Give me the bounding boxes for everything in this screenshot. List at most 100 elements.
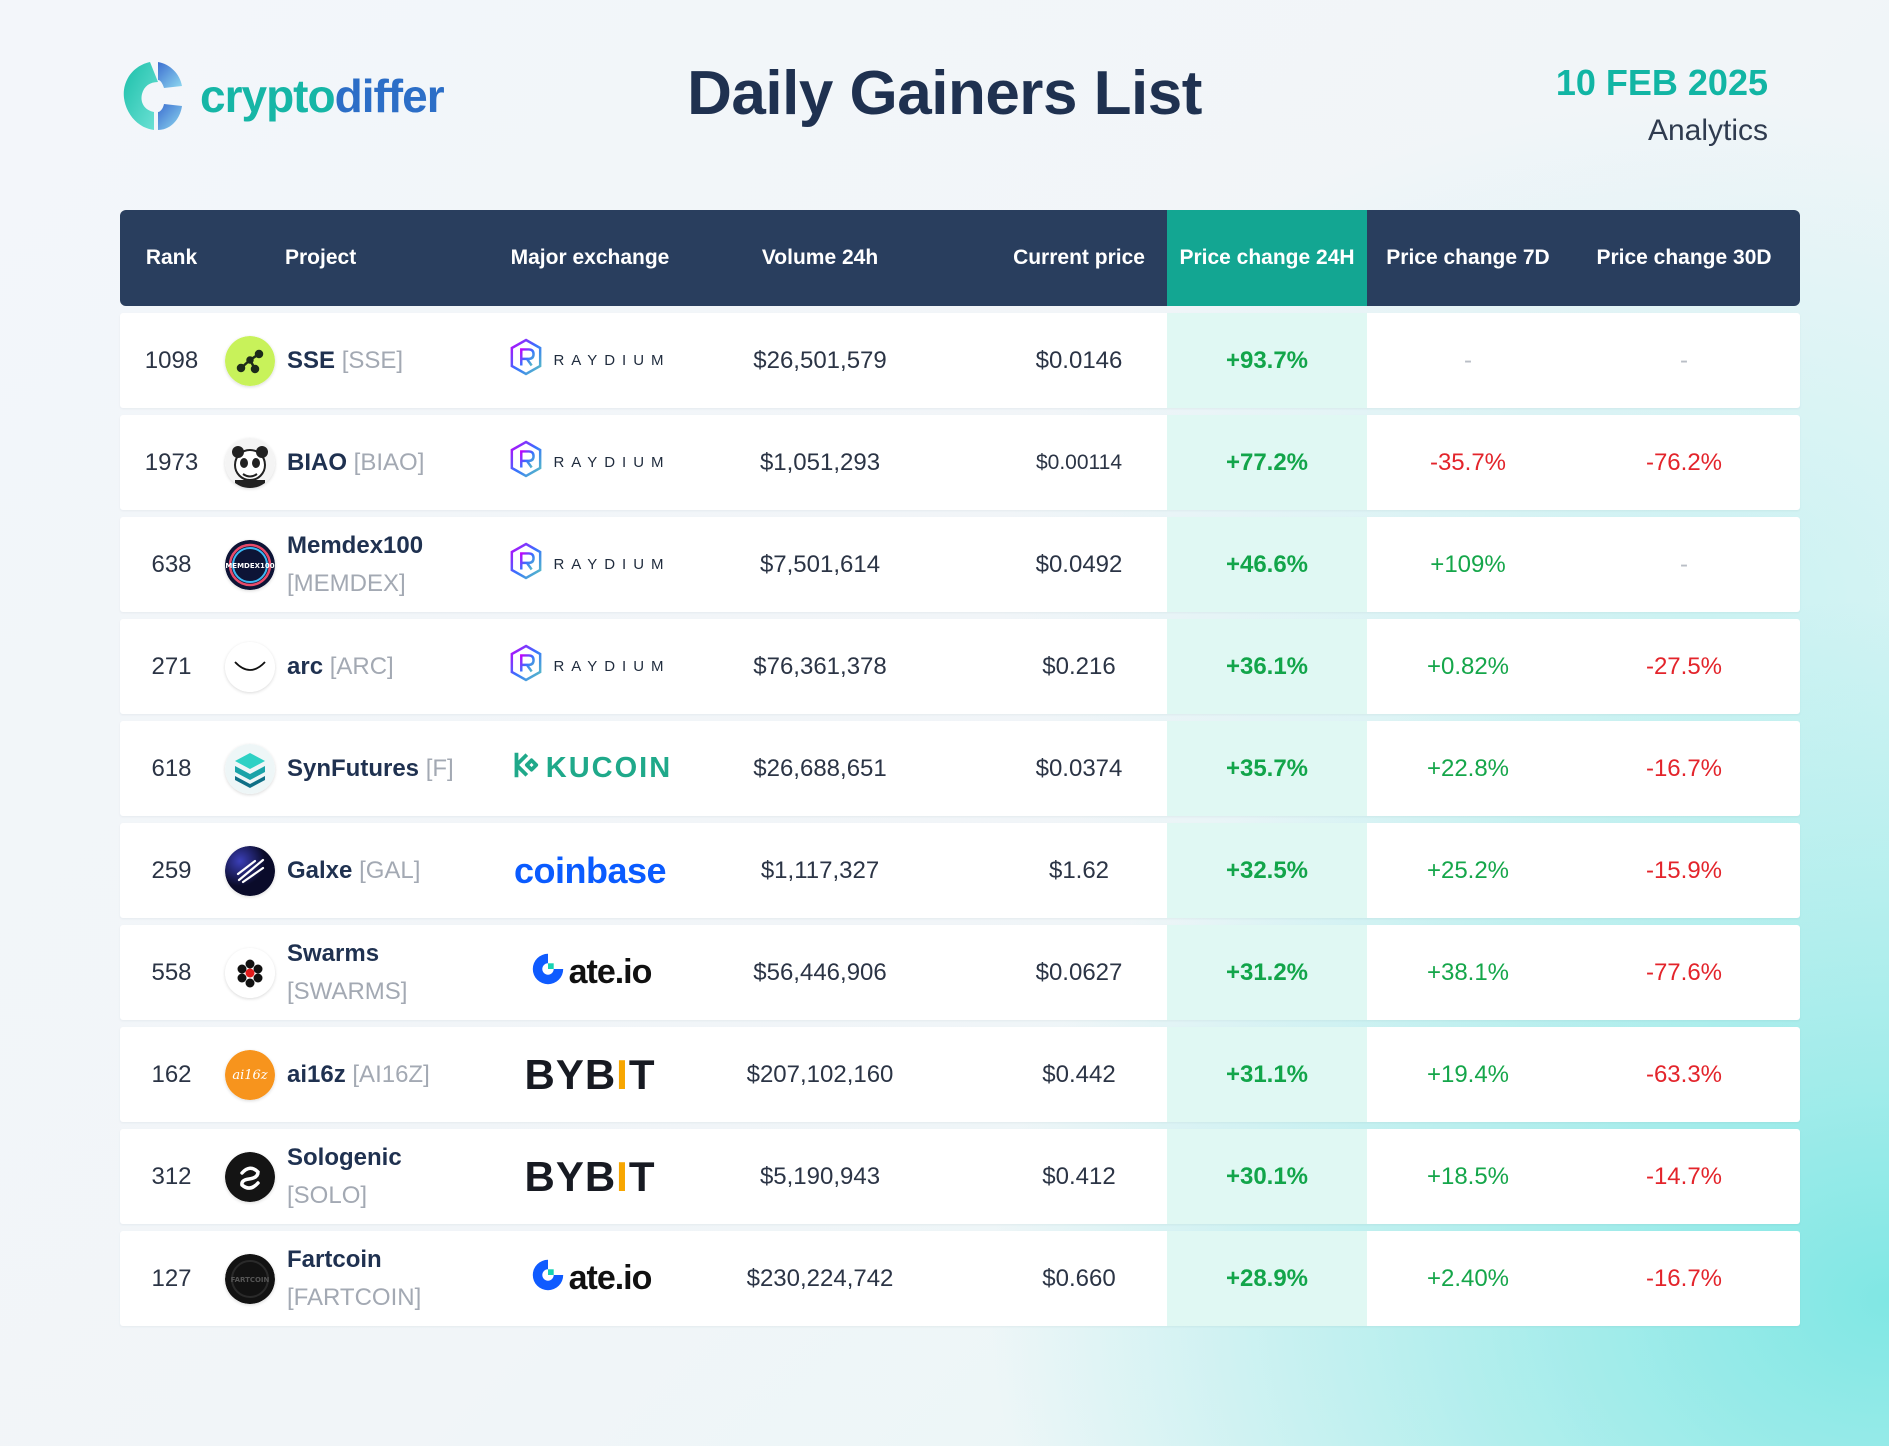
exchange-logo: RAYDIUM <box>509 440 670 485</box>
brand-wordmark: cryptodiffer <box>200 70 445 122</box>
exchange-logo: RAYDIUM <box>509 338 670 383</box>
change-30d-cell: - <box>1680 550 1688 578</box>
change-30d-cell: -63.3% <box>1645 1060 1723 1088</box>
project-name: Fartcoin [FARTCOIN] <box>287 1241 421 1317</box>
swarms-icon <box>225 947 275 998</box>
column-header-volume[interactable]: Volume 24h <box>761 246 879 269</box>
column-header-price[interactable]: Current price <box>1013 246 1145 269</box>
change-24h-cell: +28.9% <box>1167 1231 1367 1326</box>
table-row[interactable]: 312 Sologenic [SOLO] BYBIT $5,190,943 $0.412 +… <box>120 1129 1800 1224</box>
exchange-cell[interactable]: RAYDIUM <box>475 415 705 510</box>
project-symbol: [F] <box>425 754 454 782</box>
volume-cell: $230,224,742 <box>746 1264 894 1292</box>
volume-cell: $5,190,943 <box>759 1162 881 1190</box>
project-symbol: [MEMDEX] <box>287 569 406 597</box>
exchange-cell[interactable]: ate.io <box>475 1231 705 1326</box>
project-cell[interactable]: ai16z ai16z [AI16Z] <box>225 1027 465 1122</box>
exchange-cell[interactable]: RAYDIUM <box>475 619 705 714</box>
volume-cell: $7,501,614 <box>759 550 881 578</box>
project-cell[interactable]: Sologenic [SOLO] <box>225 1129 465 1224</box>
change-30d-cell: - <box>1680 346 1688 374</box>
exchange-cell[interactable]: BYBIT <box>475 1129 705 1224</box>
project-name: Memdex100 [MEMDEX] <box>287 527 423 603</box>
project-cell[interactable]: SynFutures [F] <box>225 721 465 816</box>
sologenic-icon <box>225 1151 275 1202</box>
project-title: arc <box>287 652 324 680</box>
volume-cell: $26,688,651 <box>753 754 887 782</box>
project-name: arc [ARC] <box>287 648 394 686</box>
volume-cell: $76,361,378 <box>753 652 887 680</box>
table-row[interactable]: 271 arc [ARC] RAYDIUM $76,361,378 $0.216 +36.… <box>120 619 1800 714</box>
exchange-label: RAYDIUM <box>553 454 671 471</box>
price-cell: $0.216 <box>1042 652 1116 680</box>
project-cell[interactable]: Swarms [SWARMS] <box>225 925 465 1020</box>
exchange-logo: BYBIT <box>524 1153 655 1201</box>
exchange-cell[interactable]: RAYDIUM <box>475 313 705 408</box>
price-cell: $0.412 <box>1042 1162 1116 1190</box>
exchange-cell[interactable]: ate.io <box>475 925 705 1020</box>
project-title: Memdex100 <box>287 531 424 559</box>
rank-cell: 259 <box>151 856 192 884</box>
change-24h-cell: +32.5% <box>1167 823 1367 918</box>
report-subtitle: Analytics <box>1647 114 1768 147</box>
price-cell: $0.442 <box>1042 1060 1116 1088</box>
column-header-project[interactable]: Project <box>285 246 357 269</box>
table-row[interactable]: 127 FARTCOIN Fartcoin [FARTCOIN] ate.io $230,… <box>120 1231 1800 1326</box>
volume-cell: $207,102,160 <box>746 1060 894 1088</box>
exchange-label: BYBIT <box>524 1152 656 1200</box>
rank-cell: 638 <box>151 550 192 578</box>
column-header-change-7d[interactable]: Price change 7D <box>1386 246 1550 269</box>
project-name: SSE [SSE] <box>287 342 403 380</box>
rank-cell: 312 <box>151 1162 192 1190</box>
rank-cell: 1973 <box>144 448 199 476</box>
change-24h-cell: +31.2% <box>1167 925 1367 1020</box>
exchange-cell[interactable]: coinbase <box>475 823 705 918</box>
table-row[interactable]: 558 Swarms [SWARMS] ate.io $56,446,906 $0.06… <box>120 925 1800 1020</box>
table-header: Rank Project Major exchange Volume 24h C… <box>120 210 1800 306</box>
change-7d-cell: - <box>1464 346 1472 374</box>
exchange-cell[interactable]: BYBIT <box>475 1027 705 1122</box>
project-symbol: [SOLO] <box>287 1181 368 1209</box>
change-30d-cell: -16.7% <box>1645 1264 1723 1292</box>
change-30d-cell: -15.9% <box>1645 856 1723 884</box>
change-30d-cell: -76.2% <box>1645 448 1723 476</box>
table-row[interactable]: 162 ai16z ai16z [AI16Z] BYBIT $207,102,160 $0… <box>120 1027 1800 1122</box>
exchange-logo: RAYDIUM <box>509 644 670 689</box>
table-row[interactable]: 618 SynFutures [F] KUCOIN $26,688,651 $0.037… <box>120 721 1800 816</box>
synfutures-icon <box>225 743 275 794</box>
project-name: BIAO [BIAO] <box>287 444 424 482</box>
table-row[interactable]: 638 MEMDEX100 Memdex100 [MEMDEX] RAYDIUM $7,5… <box>120 517 1800 612</box>
project-cell[interactable]: MEMDEX100 Memdex100 [MEMDEX] <box>225 517 465 612</box>
kucoin-icon <box>508 749 540 788</box>
change-24h-cell: +93.7% <box>1167 313 1367 408</box>
project-title: BIAO <box>287 448 347 476</box>
change-24h-cell: +46.6% <box>1167 517 1367 612</box>
column-header-exchange[interactable]: Major exchange <box>510 246 670 269</box>
change-30d-cell: -77.6% <box>1645 958 1723 986</box>
memdex-icon: MEMDEX100 <box>225 539 275 590</box>
change-7d-cell: -35.7% <box>1429 448 1507 476</box>
project-name: SynFutures [F] <box>287 750 454 788</box>
table-row[interactable]: 1098 SSE [SSE] RAYDIUM $26,501,579 $0.0146 +9… <box>120 313 1800 408</box>
ai16z-icon: ai16z <box>225 1049 275 1100</box>
column-header-change-24h[interactable]: Price change 24H <box>1167 210 1367 306</box>
volume-cell: $56,446,906 <box>753 958 887 986</box>
change-7d-cell: +18.5% <box>1426 1162 1510 1190</box>
change-7d-cell: +19.4% <box>1426 1060 1510 1088</box>
exchange-cell[interactable]: KUCOIN <box>475 721 705 816</box>
project-cell[interactable]: arc [ARC] <box>225 619 465 714</box>
rank-cell: 618 <box>151 754 192 782</box>
table-row[interactable]: 259 Galxe [GAL] coinbase $1,117,327 $1.62 +32… <box>120 823 1800 918</box>
exchange-cell[interactable]: RAYDIUM <box>475 517 705 612</box>
column-header-change-30d[interactable]: Price change 30D <box>1596 246 1772 269</box>
column-header-rank[interactable]: Rank <box>145 246 198 269</box>
exchange-logo: RAYDIUM <box>509 542 670 587</box>
project-name: ai16z [AI16Z] <box>287 1056 430 1094</box>
project-cell[interactable]: Galxe [GAL] <box>225 823 465 918</box>
project-cell[interactable]: FARTCOIN Fartcoin [FARTCOIN] <box>225 1231 465 1326</box>
brand-logo[interactable]: cryptodiffer <box>120 58 445 134</box>
project-cell[interactable]: BIAO [BIAO] <box>225 415 465 510</box>
exchange-label: RAYDIUM <box>553 352 671 369</box>
table-row[interactable]: 1973 BIAO [BIAO] RAYDIUM $1,051,293 $0.00114… <box>120 415 1800 510</box>
project-cell[interactable]: SSE [SSE] <box>225 313 465 408</box>
